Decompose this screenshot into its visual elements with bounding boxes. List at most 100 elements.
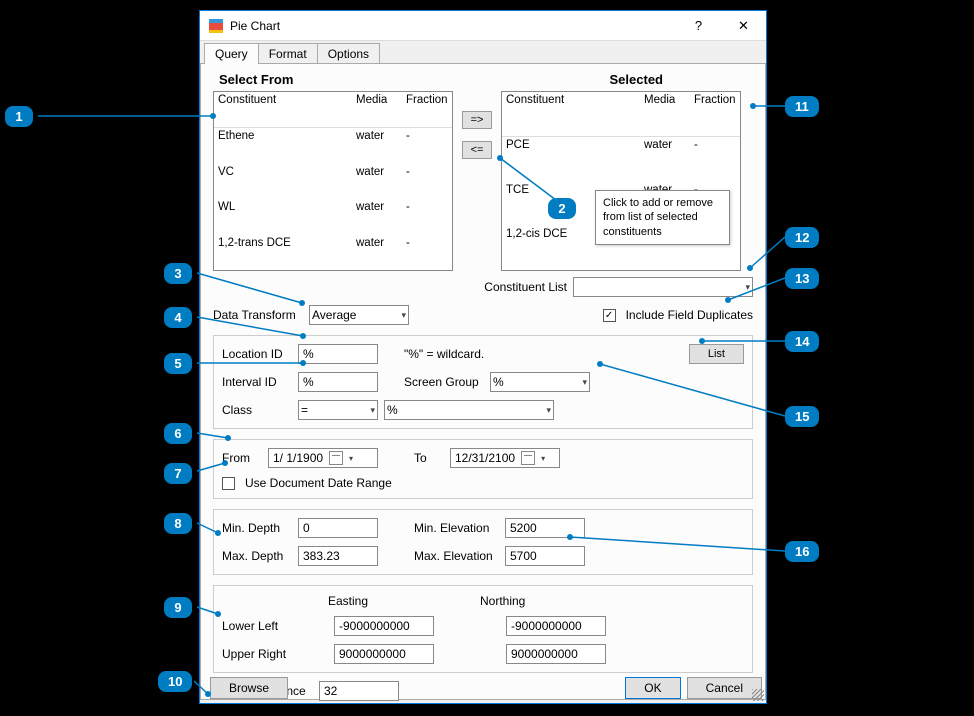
col-media: Media (640, 92, 690, 137)
browse-button[interactable]: Browse (210, 677, 288, 699)
app-icon (208, 18, 224, 34)
resize-grip[interactable] (752, 689, 764, 701)
list-item[interactable]: Ethene (214, 128, 352, 163)
callout-5: 5 (164, 353, 192, 374)
class-label: Class (222, 403, 292, 417)
wildcard-hint: "%" = wildcard. (404, 347, 484, 361)
cancel-button[interactable]: Cancel (687, 677, 762, 699)
depth-group: Min. Depth Min. Elevation Max. Depth Max… (213, 509, 753, 575)
list-item[interactable]: VC (214, 164, 352, 199)
callout-8: 8 (164, 513, 192, 534)
include-duplicates-label: Include Field Duplicates (626, 308, 753, 322)
data-transform-select[interactable]: Average▾ (309, 305, 409, 325)
tabs: Query Format Options (200, 41, 766, 64)
col-fraction: Fraction (402, 92, 452, 128)
query-tab-content: Select From Selected Constituent Media F… (200, 63, 766, 700)
callout-15: 15 (785, 406, 819, 427)
from-date-input[interactable]: 1/ 1/1900 ▾ (268, 448, 378, 468)
tab-format[interactable]: Format (258, 43, 318, 64)
location-group: Location ID "%" = wildcard. List Interva… (213, 335, 753, 429)
min-depth-input[interactable] (298, 518, 378, 538)
list-item[interactable]: WL (214, 199, 352, 234)
callout-1: 1 (5, 106, 33, 127)
class-value-select[interactable]: %▾ (384, 400, 554, 420)
pie-chart-dialog: Pie Chart ? ✕ Query Format Options Selec… (199, 10, 767, 704)
ur-easting-input[interactable] (334, 644, 434, 664)
callout-11: 11 (785, 96, 819, 117)
screen-group-label: Screen Group (404, 375, 484, 389)
chevron-down-icon: ▾ (546, 405, 551, 416)
dialog-footer: Browse OK Cancel (204, 677, 762, 699)
extent-group: Easting Northing Lower Left Upper Right (213, 585, 753, 673)
chevron-down-icon: ▾ (745, 282, 750, 293)
ok-button[interactable]: OK (625, 677, 680, 699)
callout-12: 12 (785, 227, 819, 248)
col-media: Media (352, 92, 402, 128)
use-doc-date-checkbox[interactable] (222, 477, 235, 490)
chevron-down-icon: ▾ (349, 454, 353, 463)
location-id-input[interactable] (298, 344, 378, 364)
ll-easting-input[interactable] (334, 616, 434, 636)
help-button[interactable]: ? (676, 11, 721, 41)
callout-2: 2 (548, 198, 576, 219)
easting-label: Easting (298, 594, 418, 608)
lower-left-label: Lower Left (222, 619, 292, 633)
callout-9: 9 (164, 597, 192, 618)
ur-northing-input[interactable] (506, 644, 606, 664)
add-button[interactable]: => (462, 111, 492, 129)
callout-6: 6 (164, 423, 192, 444)
callout-16: 16 (785, 541, 819, 562)
ll-northing-input[interactable] (506, 616, 606, 636)
chevron-down-icon: ▾ (401, 310, 406, 321)
include-duplicates-checkbox[interactable]: ✓ (603, 309, 616, 322)
tab-query[interactable]: Query (204, 43, 259, 64)
select-from-header: Select From (219, 72, 293, 87)
max-elev-input[interactable] (505, 546, 585, 566)
class-op-select[interactable]: =▾ (298, 400, 378, 420)
from-label: From (222, 451, 262, 465)
col-constituent: Constituent (214, 92, 352, 128)
list-item[interactable]: PCE (502, 137, 640, 181)
select-from-list[interactable]: Constituent Media Fraction Ethene water … (213, 91, 453, 271)
callout-4: 4 (164, 307, 192, 328)
interval-id-input[interactable] (298, 372, 378, 392)
callout-14: 14 (785, 331, 819, 352)
calendar-icon (329, 451, 343, 465)
list-button[interactable]: List (689, 344, 744, 364)
max-depth-input[interactable] (298, 546, 378, 566)
remove-button[interactable]: <= (462, 141, 492, 159)
chevron-down-icon: ▾ (582, 377, 587, 388)
callout-13: 13 (785, 268, 819, 289)
chevron-down-icon: ▾ (370, 405, 375, 416)
interval-id-label: Interval ID (222, 375, 292, 389)
min-elev-label: Min. Elevation (414, 521, 499, 535)
northing-label: Northing (480, 594, 600, 608)
data-transform-label: Data Transform (213, 308, 303, 322)
use-doc-date-label: Use Document Date Range (245, 476, 392, 490)
screen-group-select[interactable]: %▾ (490, 372, 590, 392)
callout-7: 7 (164, 463, 192, 484)
selected-header: Selected (610, 72, 663, 87)
tab-options[interactable]: Options (317, 43, 380, 64)
chevron-down-icon: ▾ (541, 454, 545, 463)
to-label: To (414, 451, 444, 465)
to-date-input[interactable]: 12/31/2100 ▾ (450, 448, 560, 468)
constituent-list-label: Constituent List (484, 280, 567, 294)
upper-right-label: Upper Right (222, 647, 292, 661)
titlebar: Pie Chart ? ✕ (200, 11, 766, 41)
window-title: Pie Chart (230, 19, 280, 33)
min-elev-input[interactable] (505, 518, 585, 538)
calendar-icon (521, 451, 535, 465)
min-depth-label: Min. Depth (222, 521, 292, 535)
location-id-label: Location ID (222, 347, 292, 361)
constituent-list-select[interactable]: ▾ (573, 277, 753, 297)
close-button[interactable]: ✕ (721, 11, 766, 41)
max-depth-label: Max. Depth (222, 549, 292, 563)
date-group: From 1/ 1/1900 ▾ To 12/31/2100 ▾ Use Doc… (213, 439, 753, 499)
col-constituent: Constituent (502, 92, 640, 137)
max-elev-label: Max. Elevation (414, 549, 499, 563)
list-item[interactable]: 1,2-trans DCE (214, 235, 352, 270)
callout-3: 3 (164, 263, 192, 284)
callout-10: 10 (158, 671, 192, 692)
tooltip: Click to add or remove from list of sele… (595, 190, 730, 245)
